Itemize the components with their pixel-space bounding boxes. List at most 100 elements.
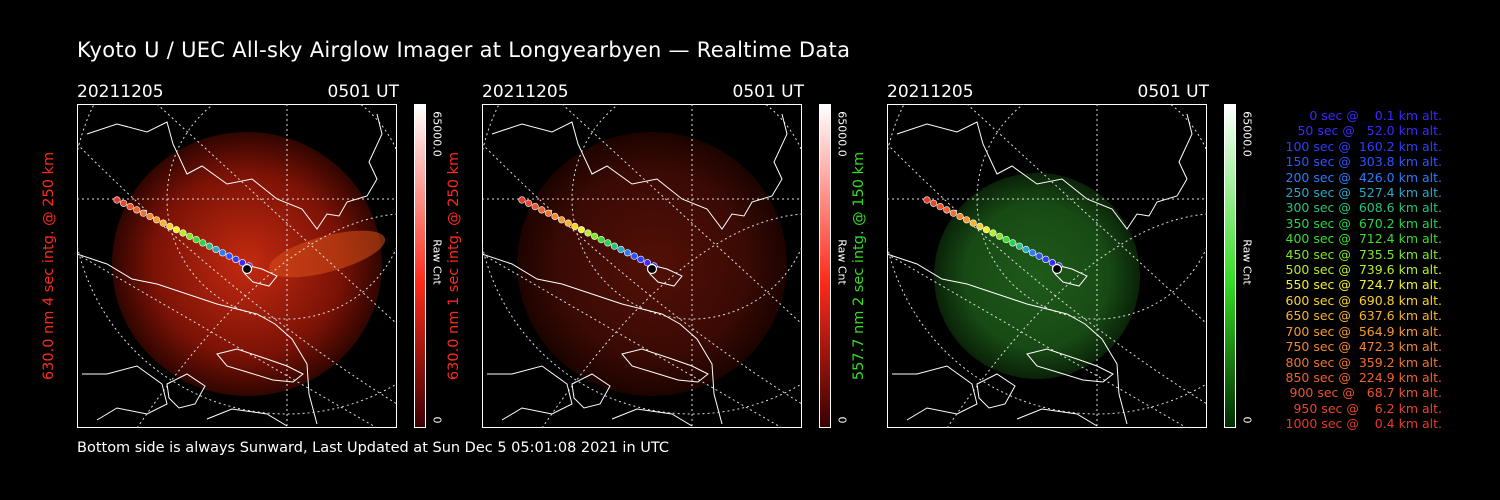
legend-entry: 300 sec @ 608.6 km alt.	[1281, 200, 1443, 216]
legend-entry: 650 sec @ 637.6 km alt.	[1281, 308, 1443, 324]
graticule	[482, 104, 802, 428]
trajectory-point	[524, 199, 533, 207]
trajectory-point	[584, 229, 592, 237]
trajectory-point	[146, 212, 154, 221]
imager-panel-3: 20211205 0501 UT 557.7 nm 2 sec intg. @ …	[851, 82, 1254, 432]
trajectory-point	[949, 209, 958, 217]
trajectory-point	[113, 196, 121, 204]
trajectory-point	[199, 239, 207, 247]
trajectory-point	[225, 252, 233, 260]
legend-entry: 50 sec @ 52.0 km alt.	[1289, 123, 1442, 139]
trajectory-point	[518, 196, 526, 204]
legend-entry: 950 sec @ 6.2 km alt.	[1289, 400, 1442, 416]
panel-date: 20211205	[482, 82, 569, 102]
cbar-max-text: 65000.0	[1240, 111, 1254, 157]
allsky-map	[77, 104, 397, 428]
imager-panel-2: 20211205 0501 UT 630.0 nm 1 sec intg. @ …	[446, 82, 849, 432]
trajectory-point	[643, 259, 651, 267]
trajectory-point	[179, 229, 187, 237]
trajectory-point	[637, 255, 645, 263]
trajectory-point	[936, 202, 944, 211]
legend-entry: 850 sec @ 224.9 km alt.	[1281, 369, 1443, 385]
trajectory-point	[551, 212, 559, 221]
color-bar-max: 65000.0	[1238, 104, 1256, 164]
cbar-min-text: 0	[1240, 416, 1254, 424]
trajectory-point	[943, 206, 951, 214]
panel-time: 0501 UT	[327, 82, 400, 102]
page-title: Kyoto U / UEC All-sky Airglow Imager at …	[77, 38, 851, 62]
legend-entry: 200 sec @ 426.0 km alt.	[1281, 169, 1443, 185]
trajectory-point	[212, 245, 220, 254]
legend-entry: 350 sec @ 670.2 km alt.	[1281, 215, 1443, 231]
trajectory-point	[152, 216, 161, 224]
trajectory-point	[538, 206, 546, 214]
legend-entry: 500 sec @ 739.6 km alt.	[1281, 262, 1443, 278]
legend-entry: 750 sec @ 472.3 km alt.	[1281, 339, 1443, 355]
trajectory-point	[630, 252, 638, 260]
legend-entry: 150 sec @ 303.8 km alt.	[1281, 154, 1443, 170]
trajectory-point	[1048, 259, 1056, 267]
trajectory-point	[219, 249, 227, 257]
trajectory-point	[956, 212, 964, 221]
color-bar	[1224, 104, 1236, 428]
panel-side-label: 630.0 nm 1 sec intg. @ 250 km	[440, 104, 468, 428]
cbar-unit-text: Raw Cnt	[1240, 239, 1254, 285]
trajectory-point	[1009, 239, 1017, 247]
footer-note: Bottom side is always Sunward, Last Upda…	[77, 440, 669, 456]
trajectory-point	[159, 219, 167, 227]
coastline	[77, 113, 383, 427]
trajectory-point	[139, 209, 148, 217]
trajectory-point	[577, 226, 585, 234]
station-marker	[1051, 263, 1063, 275]
side-label-text: 630.0 nm 4 sec intg. @ 250 km	[41, 151, 57, 381]
trajectory-point	[172, 226, 180, 234]
trajectory-point	[232, 255, 240, 263]
side-label-text: 557.7 nm 2 sec intg. @ 150 km	[851, 151, 867, 381]
trajectory-point	[929, 199, 938, 207]
color-bar	[414, 104, 426, 428]
trajectory-point	[238, 259, 246, 267]
legend-entry: 400 sec @ 712.4 km alt.	[1281, 231, 1443, 247]
legend-entry: 700 sec @ 564.9 km alt.	[1281, 323, 1443, 339]
allsky-map	[887, 104, 1207, 428]
trajectory-point	[597, 236, 605, 244]
legend-entry: 550 sec @ 724.7 km alt.	[1281, 277, 1443, 293]
graticule	[77, 104, 397, 428]
trajectory-point	[923, 196, 931, 204]
panel-side-label: 557.7 nm 2 sec intg. @ 150 km	[845, 104, 873, 428]
trajectory-point	[544, 209, 553, 217]
trajectory-point	[1042, 255, 1050, 263]
trajectory-point	[1022, 245, 1030, 254]
allsky-map-svg	[482, 104, 802, 428]
trajectory-point	[1035, 252, 1043, 260]
trajectory-point	[989, 229, 997, 237]
airglow-image	[934, 173, 1140, 379]
color-bar	[819, 104, 831, 428]
trajectory-point	[133, 206, 141, 214]
trajectory-point	[617, 245, 625, 254]
trajectory-point	[205, 242, 213, 250]
trajectory-point	[119, 199, 128, 207]
legend-entry: 100 sec @ 160.2 km alt.	[1281, 138, 1443, 154]
allsky-map	[482, 104, 802, 428]
legend-entry: 250 sec @ 527.4 km alt.	[1281, 185, 1443, 201]
trajectory-point	[604, 239, 612, 247]
trajectory-point	[1015, 242, 1023, 250]
panel-time: 0501 UT	[1137, 82, 1210, 102]
trajectory-point	[624, 249, 632, 257]
trajectory-point	[571, 222, 579, 230]
panel-date: 20211205	[77, 82, 164, 102]
color-bar-min: 0	[1238, 414, 1256, 426]
trajectory-point	[126, 202, 134, 211]
trajectory-point	[982, 226, 990, 234]
trajectory-point	[531, 202, 539, 211]
trajectory-point	[1029, 249, 1037, 257]
panel-date: 20211205	[887, 82, 974, 102]
coastline	[482, 113, 788, 427]
imager-panel-1: 20211205 0501 UT 630.0 nm 4 sec intg. @ …	[41, 82, 444, 432]
trajectory-point	[995, 232, 1004, 240]
legend-entry: 450 sec @ 735.5 km alt.	[1281, 246, 1443, 262]
trajectory-point	[590, 232, 599, 240]
legend-entry: 800 sec @ 359.2 km alt.	[1281, 354, 1443, 370]
trajectory-point	[192, 236, 200, 244]
